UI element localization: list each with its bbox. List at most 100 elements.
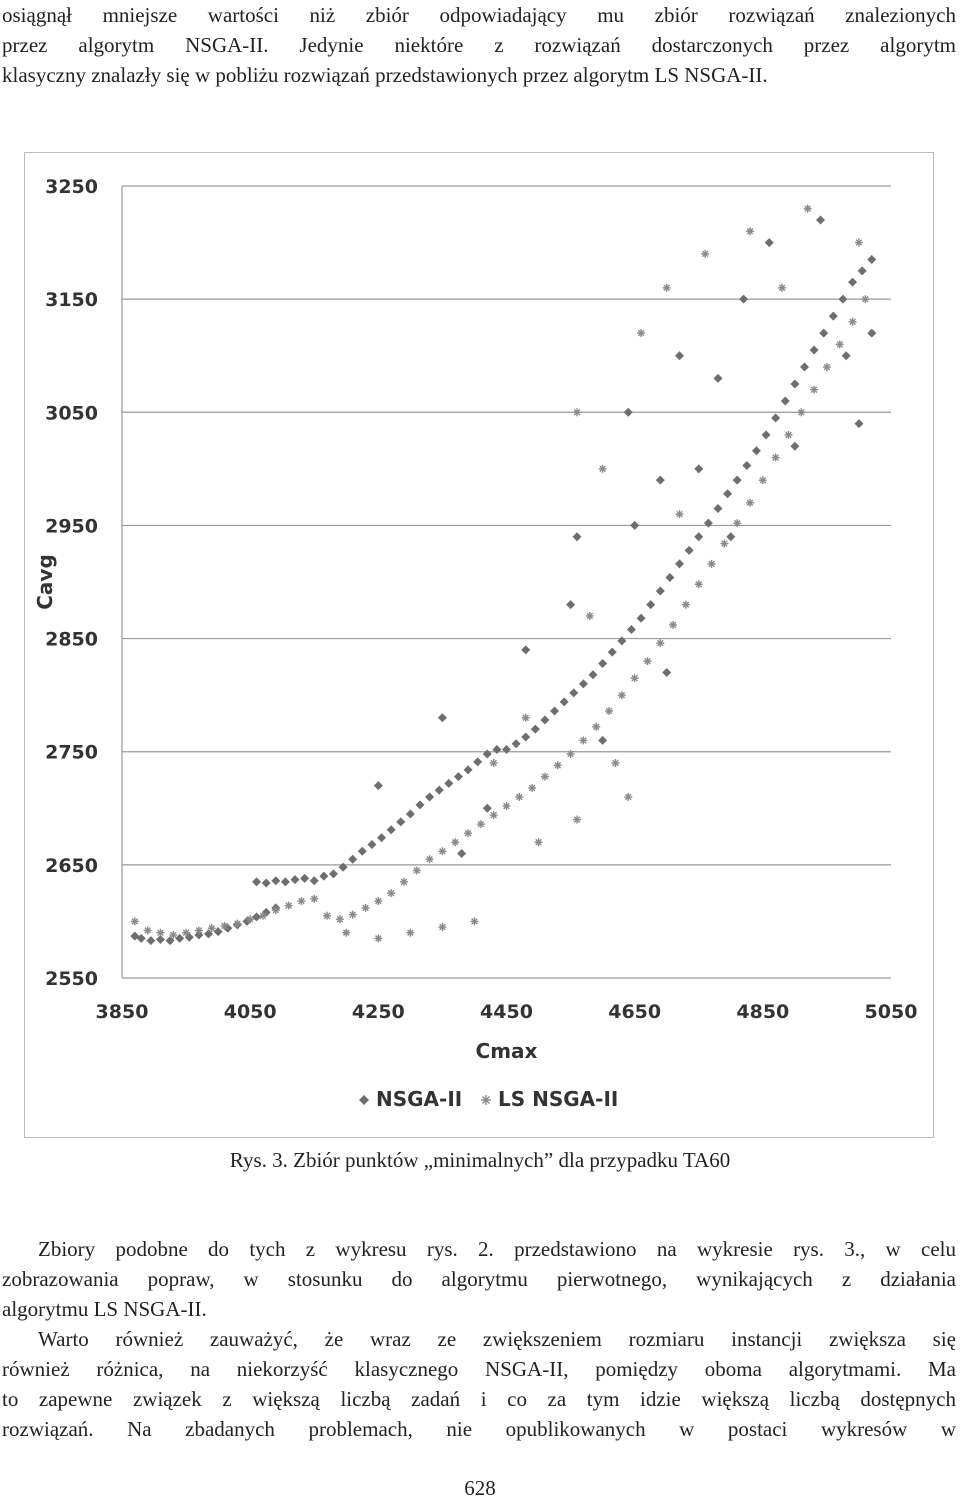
data-point-nsga2 (521, 732, 531, 742)
data-point-ls-nsga2 (335, 915, 344, 924)
y-tick-label: 3150 (45, 289, 98, 311)
data-point-ls-nsga2 (733, 519, 742, 528)
data-point-ls-nsga2 (803, 204, 812, 213)
data-point-nsga2 (790, 441, 800, 451)
figure-caption: Rys. 3. Zbiór punktów „minimalnych” dla … (229, 1148, 731, 1172)
data-point-nsga2 (809, 345, 819, 355)
text-line: to zapewne związek z większą liczbą zada… (2, 1387, 956, 1411)
data-point-nsga2 (482, 749, 492, 759)
data-point-nsga2 (146, 936, 156, 946)
legend: NSGA-II LS NSGA-II (359, 1087, 618, 1111)
x-tick-label: 4650 (608, 1001, 661, 1023)
text-line: przez algorytm NSGA-II. Jedynie niektóre… (2, 33, 956, 57)
data-point-nsga2 (598, 658, 608, 668)
data-point-ls-nsga2 (310, 894, 319, 903)
y-axis-label: Cavg (33, 554, 57, 610)
data-point-nsga2 (184, 932, 194, 942)
y-tick-label: 3250 (45, 176, 98, 198)
data-point-ls-nsga2 (553, 761, 562, 770)
data-point-nsga2 (437, 713, 447, 723)
data-point-ls-nsga2 (810, 385, 819, 394)
data-point-nsga2 (252, 912, 262, 922)
data-point-nsga2 (463, 765, 473, 775)
y-tick-labels: 3250 3150 3050 2950 2850 2750 2650 2550 (45, 176, 98, 990)
data-point-nsga2 (415, 800, 425, 810)
text-line: również różnica, na niekorzyść klasyczne… (2, 1357, 956, 1381)
legend-label-ls-nsga2: LS NSGA-II (498, 1087, 618, 1111)
data-point-nsga2 (854, 419, 864, 429)
data-point-nsga2 (723, 489, 733, 499)
x-tick-label: 4450 (480, 1001, 533, 1023)
text-line: rozwiązań. Na zbadanych problemach, nie … (2, 1417, 956, 1441)
data-point-ls-nsga2 (284, 901, 293, 910)
data-point-nsga2 (175, 933, 185, 943)
data-point-nsga2 (838, 294, 848, 304)
data-point-ls-nsga2 (758, 476, 767, 485)
data-point-ls-nsga2 (630, 674, 639, 683)
data-point-ls-nsga2 (778, 283, 787, 292)
intro-paragraph: osiągnął mniejsze wartości niż zbiór odp… (2, 0, 956, 90)
data-point-ls-nsga2 (130, 917, 139, 926)
data-point-nsga2 (694, 532, 704, 542)
data-point-ls-nsga2 (675, 510, 684, 519)
data-point-nsga2 (357, 846, 367, 856)
data-point-nsga2 (136, 933, 146, 943)
data-point-ls-nsga2 (720, 539, 729, 548)
data-point-ls-nsga2 (323, 911, 332, 920)
data-point-nsga2 (204, 929, 214, 939)
data-point-ls-nsga2 (797, 408, 806, 417)
data-point-nsga2 (569, 688, 579, 698)
data-point-ls-nsga2 (861, 295, 870, 304)
data-point-nsga2 (434, 785, 444, 795)
data-point-nsga2 (373, 781, 383, 791)
data-point-nsga2 (630, 520, 640, 530)
data-point-nsga2 (867, 255, 877, 265)
data-point-nsga2 (703, 518, 713, 528)
text-line: Zbiory podobne do tych z wykresu rys. 2.… (38, 1237, 956, 1261)
data-point-nsga2 (328, 869, 338, 879)
data-point-nsga2 (607, 647, 617, 657)
data-point-nsga2 (799, 362, 809, 372)
data-point-nsga2 (857, 266, 867, 276)
data-point-nsga2 (309, 876, 319, 886)
data-point-ls-nsga2 (643, 657, 652, 666)
data-point-nsga2 (300, 873, 310, 883)
data-point-ls-nsga2 (476, 820, 485, 829)
data-point-nsga2 (540, 715, 550, 725)
data-point-nsga2 (396, 817, 406, 827)
data-point-ls-nsga2 (598, 464, 607, 473)
data-point-ls-nsga2 (681, 600, 690, 609)
data-point-nsga2 (572, 532, 582, 542)
y-tick-label: 2650 (45, 855, 98, 877)
data-point-nsga2 (684, 545, 694, 555)
data-point-nsga2 (726, 532, 736, 542)
data-point-ls-nsga2 (169, 931, 178, 940)
data-point-ls-nsga2 (521, 713, 530, 722)
body-paragraph-1: Zbiory podobne do tych z wykresu rys. 2.… (2, 1234, 956, 1324)
y-tick-label: 2750 (45, 742, 98, 764)
data-point-ls-nsga2 (835, 340, 844, 349)
data-point-ls-nsga2 (572, 408, 581, 417)
data-point-nsga2 (732, 475, 742, 485)
data-point-ls-nsga2 (611, 759, 620, 768)
data-point-nsga2 (848, 277, 858, 287)
data-point-nsga2 (790, 379, 800, 389)
data-point-ls-nsga2 (617, 691, 626, 700)
data-point-ls-nsga2 (848, 317, 857, 326)
data-point-ls-nsga2 (701, 249, 710, 258)
data-point-nsga2 (742, 460, 752, 470)
x-tick-label: 4850 (736, 1001, 789, 1023)
data-point-nsga2 (319, 871, 329, 881)
x-tick-label: 5050 (865, 1001, 918, 1023)
data-point-ls-nsga2 (694, 580, 703, 589)
data-point-nsga2 (819, 328, 829, 338)
data-point-nsga2 (780, 396, 790, 406)
data-point-nsga2 (713, 373, 723, 383)
data-point-ls-nsga2 (348, 910, 357, 919)
y-tick-label: 2950 (45, 515, 98, 537)
data-point-nsga2 (252, 877, 262, 887)
data-point-ls-nsga2 (637, 329, 646, 338)
data-point-nsga2 (655, 586, 665, 596)
x-tick-label: 4050 (224, 1001, 277, 1023)
data-point-nsga2 (550, 706, 560, 716)
